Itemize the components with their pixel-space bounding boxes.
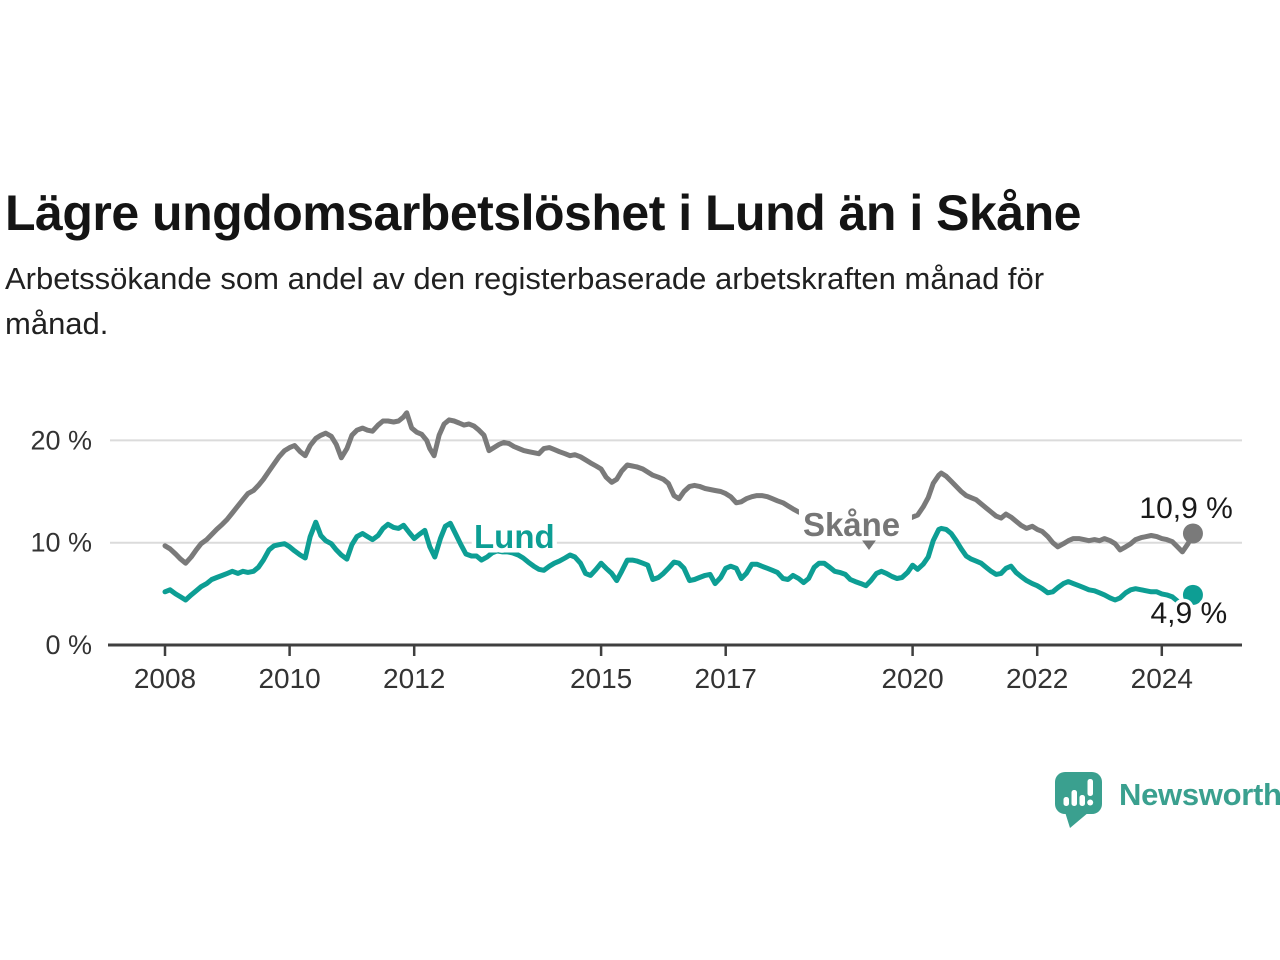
newsworthy-logo-text: Newsworthy [1119,777,1280,812]
x-axis-label-2024: 2024 [1131,663,1193,694]
x-axis-label-2017: 2017 [695,663,757,694]
page-title: Lägre ungdomsarbetslöshet i Lund än i Sk… [5,184,1081,241]
subtitle-line-1: Arbetssökande som andel av den registerb… [5,261,1045,296]
series-label-skåne: Skåne [803,506,900,543]
y-axis-label-0: 0 % [45,630,92,660]
end-dot-lund [1182,584,1203,605]
x-axis-label-2012: 2012 [383,663,445,694]
y-axis-label-10: 10 % [30,528,92,558]
x-axis-label-2022: 2022 [1006,663,1068,694]
x-axis-label-2010: 2010 [258,663,320,694]
series-line-skåne [162,410,1196,566]
x-axis-label-2008: 2008 [134,663,196,694]
subtitle-line-2: månad. [5,306,109,341]
newsworthy-logo-icon [1055,772,1102,828]
series-line-lund [162,519,1196,608]
end-value-label-skåne: 10,9 % [1139,492,1232,525]
x-axis-label-2020: 2020 [881,663,943,694]
series-label-lund: Lund [474,518,555,555]
x-axis-label-2015: 2015 [570,663,632,694]
y-axis-label-20: 20 % [30,425,92,455]
label-mask-skåne [798,506,912,539]
end-value-label-lund: 4,9 % [1150,597,1227,630]
end-dot-skåne [1182,523,1203,544]
chart-subtitle: Arbetssökande som andel av den registerb… [5,256,1225,346]
newsworthy-logo: Newsworthy [1054,770,1280,830]
label-pointer-skåne [860,538,877,550]
